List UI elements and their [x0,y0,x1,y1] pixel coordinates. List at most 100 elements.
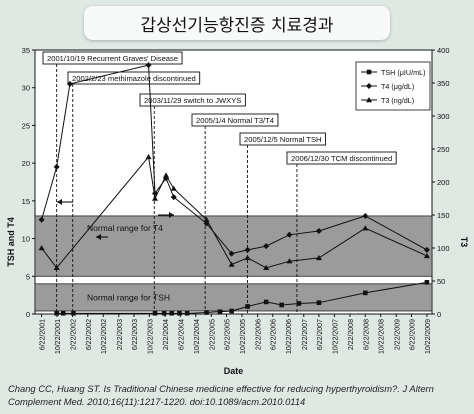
y-left-tick-label: 5 [26,272,30,281]
legend-label: T4 (μg/dL) [381,82,414,91]
y-right-tick-label: 100 [437,244,450,253]
y-right-tick-label: 150 [437,211,450,220]
legend-label: T3 (ng/dL) [381,96,414,105]
y-left-tick-label: 20 [22,159,30,168]
event-label-box [191,113,279,127]
data-point-diamond [423,246,430,253]
legend-label: TSH (μIU/mL) [381,68,425,77]
data-point-square [279,302,285,308]
data-point-triangle [315,254,322,261]
series-line-square [56,281,428,314]
x-tick-label: 2/22/2003 [117,319,124,350]
data-point-triangle [53,264,60,270]
event-label: 2002/2/23 methimazole discontinued [72,74,196,83]
data-point-square [204,310,209,315]
x-tick-label: 2/22/2005 [209,319,216,350]
x-tick-label: 2/22/2009 [394,319,401,350]
y-right-tick-label: 250 [437,145,450,154]
data-point-triangle [163,172,170,178]
normal-range-band [34,283,433,312]
y-left-tick-label: 15 [22,197,30,206]
y-right-tick-label: 300 [437,112,450,121]
x-tick-label: 10/22/2009 [425,319,432,354]
data-point-square [362,290,368,296]
x-tick-label: 6/22/2005 [225,319,232,350]
data-point-diamond [286,231,293,238]
data-point-triangle [38,245,45,251]
event-label: 2006/12/30 TCM discontinued [291,154,392,163]
data-point-square [316,300,322,305]
left-axis-arrow-head [96,234,101,240]
x-tick-label: 6/22/2002 [86,319,93,350]
x-tick-label: 6/22/2004 [178,319,185,350]
data-point-square [152,310,158,316]
data-point-square [184,310,190,316]
data-point-square [60,310,66,316]
x-tick-label: 6/22/2007 [317,319,324,350]
x-tick-label: 10/22/2005 [240,319,247,354]
data-point-triangle [152,195,159,201]
normal-range-label: Normal range for T4 [87,223,163,233]
y-right-tick-label: 0 [437,310,441,319]
x-tick-label: 6/22/2003 [132,319,139,350]
data-point-triangle [362,225,369,231]
event-label: 2005/12/5 Normal TSH [244,135,322,144]
x-tick-label: 6/22/2009 [409,319,416,350]
right-axis-arrow-head [169,212,174,218]
data-point-triangle [170,185,177,191]
data-point-diamond [244,246,251,253]
data-point-square [263,299,269,305]
x-axis-label: Date [224,366,244,376]
y-right-tick-label: 400 [437,46,450,55]
data-point-diamond [145,62,152,69]
event-label: 2005/1/4 Normal T3/T4 [196,116,274,125]
x-tick-label: 10/22/2008 [379,319,386,354]
data-point-square [169,310,175,316]
event-label-box [139,93,246,107]
data-point-diamond [53,163,60,170]
event-label: 2001/10/19 Recurrent Graves' Disease [47,54,178,63]
x-tick-label: 10/22/2007 [332,319,339,354]
x-tick-label: 10/22/2006 [286,319,293,354]
y-left-tick-label: 10 [22,235,30,244]
data-point-triangle [286,258,293,264]
y-right-tick-label: 200 [437,178,450,187]
x-tick-label: 6/22/2008 [363,319,370,350]
y-left-tick-label: 30 [22,84,30,93]
x-tick-label: 2/22/2002 [71,319,78,350]
data-point-triangle [263,264,270,270]
legend-marker [366,83,372,89]
y-left-axis-label: TSH and T4 [6,217,16,267]
data-point-square [217,309,223,315]
series-line-triangle [41,155,428,269]
citation: Chang CC, Huang ST. Is Traditional Chine… [8,383,434,407]
data-point-square [424,280,430,285]
data-point-diamond [66,80,73,87]
left-axis-arrow-head [57,199,62,205]
x-tick-label: 2/22/2004 [163,319,170,350]
x-tick-label: 6/22/2001 [40,319,47,350]
x-tick-label: 2/22/2006 [256,319,263,350]
event-label-box [286,151,397,165]
legend-marker [366,97,372,103]
x-tick-label: 6/22/2006 [271,319,278,350]
event-label-box [67,71,201,85]
event-label: 2003/11/29 switch to JWXYS [144,96,241,105]
data-point-triangle [244,254,251,261]
data-point-triangle [228,261,235,267]
x-tick-label: 2/22/2007 [302,319,309,350]
data-point-triangle [203,216,210,222]
y-left-tick-label: 0 [26,310,30,319]
data-point-diamond [170,194,177,201]
data-point-diamond [38,216,45,223]
x-tick-label: 10/22/2003 [147,319,154,354]
x-tick-label: 10/22/2002 [101,319,108,354]
y-left-tick-label: 35 [22,46,30,55]
data-point-square [71,310,76,316]
data-point-diamond [263,243,270,250]
data-point-square [177,310,182,316]
data-point-square [245,304,250,309]
normal-range-label: Normal range for TSH [87,292,170,302]
data-point-diamond [362,212,369,219]
